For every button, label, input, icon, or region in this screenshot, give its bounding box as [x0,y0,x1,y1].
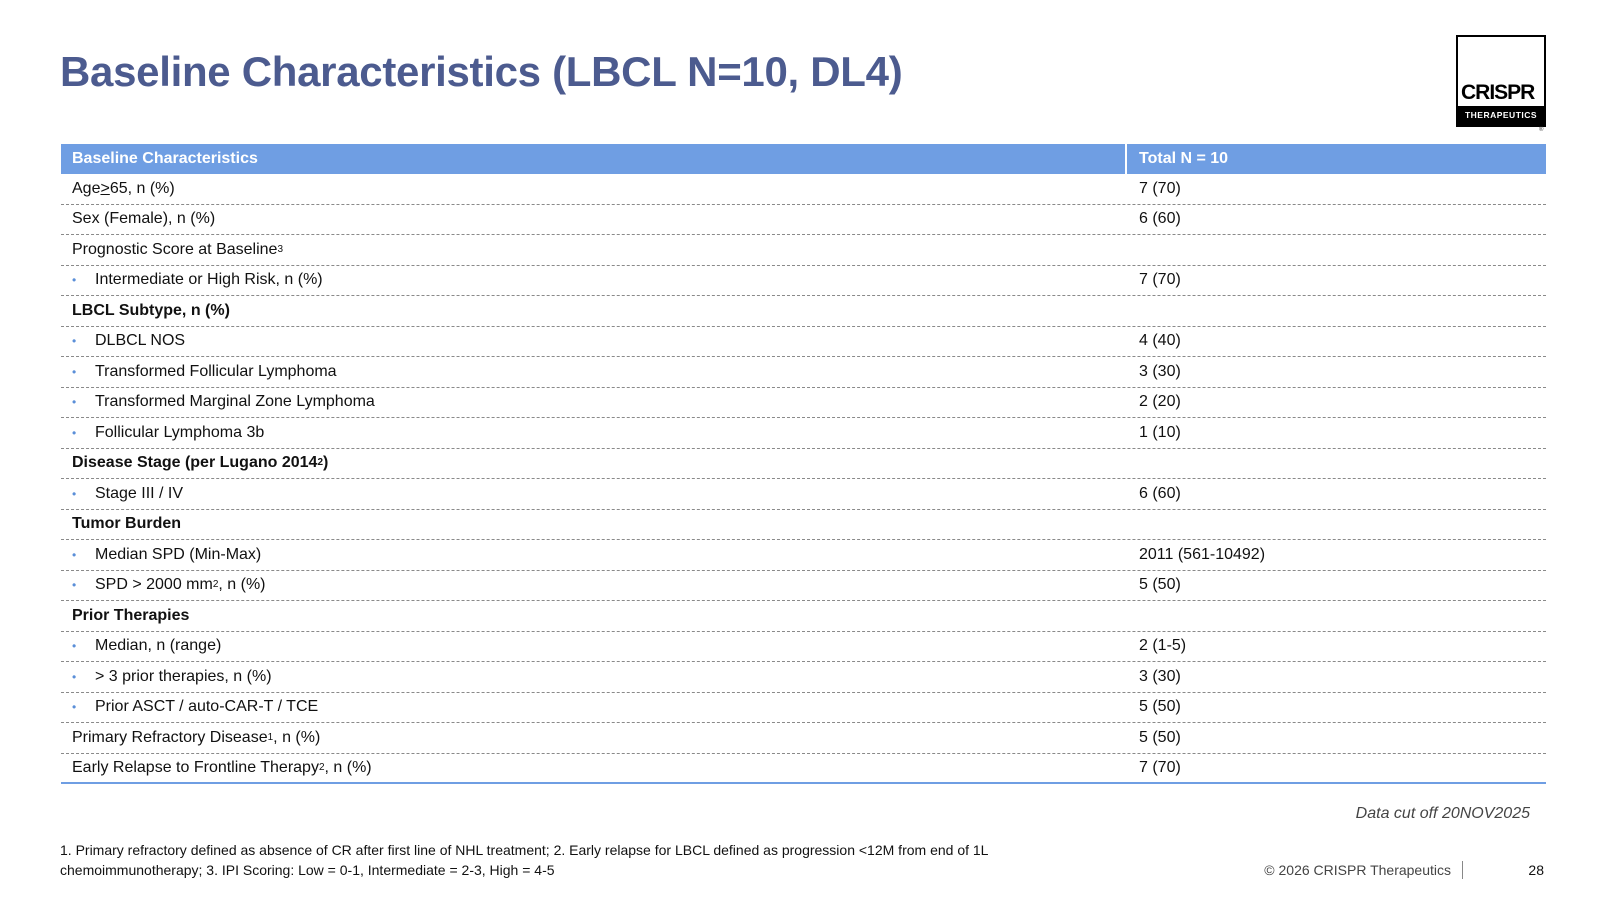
bullet-icon: • [72,425,77,440]
table-row: Tumor Burden [61,510,1546,540]
bullet-icon: • [72,547,77,562]
bullet-icon: • [72,639,77,654]
baseline-table: Baseline Characteristics Total N = 10 Ag… [61,144,1546,784]
logo-wordmark: CRISPR [1461,81,1535,104]
row-label: • Transformed Marginal Zone Lymphoma [72,393,375,411]
table-row: • Transformed Marginal Zone Lymphoma 2 (2… [61,388,1546,418]
row-label: • Median SPD (Min-Max) [72,545,262,563]
row-value: 7 (70) [1139,179,1181,197]
table-row: • Transformed Follicular Lymphoma 3 (30) [61,357,1546,388]
page-number: 28 [1528,862,1544,878]
footnote: 1. Primary refractory defined as absence… [60,842,988,878]
logo-subtitle: THERAPEUTICS [1458,106,1544,125]
data-cutoff-note: Data cut off 20NOV2025 [1355,805,1530,822]
row-value: 3 (30) [1139,362,1181,380]
table-row: Early Relapse to Frontline Therapy 2, n (… [61,754,1546,784]
table-row: • Median, n (range) 2 (1-5) [61,632,1546,662]
row-label: • Median, n (range) [72,637,222,655]
table-row: Prognostic Score at Baseline 3 [61,235,1546,266]
table-header-row: Baseline Characteristics Total N = 10 [61,144,1546,174]
table-row: • > 3 prior therapies, n (%) 3 (30) [61,662,1546,693]
row-label: • Follicular Lymphoma 3b [72,423,265,441]
row-label: Prognostic Score at Baseline 3 [72,240,284,258]
row-value: 2011 (561-10492) [1139,545,1266,563]
row-value: 3 (30) [1139,667,1181,685]
bullet-icon: • [72,395,77,410]
row-value: 6 (60) [1139,210,1181,228]
row-label: • Prior ASCT / auto-CAR-T / TCE [72,698,319,716]
table-row: Prior Therapies [61,601,1546,632]
row-label: Age > 65, n (%) [72,179,175,197]
copyright: © 2026 CRISPR Therapeutics [1264,861,1463,879]
table-row: • Stage III / IV 6 (60) [61,479,1546,510]
row-label: • Transformed Follicular Lymphoma [72,362,337,380]
header-characteristics: Baseline Characteristics [61,144,1127,174]
table-row: • SPD > 2000 mm 2, n (%) 5 (50) [61,571,1546,601]
row-value: 2 (20) [1139,393,1181,411]
section-label: Prior Therapies [72,606,190,624]
row-label: • Intermediate or High Risk, n (%) [72,271,323,289]
row-value: 5 (50) [1139,728,1181,746]
row-value: 4 (40) [1139,332,1181,350]
row-value: 6 (60) [1139,484,1181,502]
row-value: 5 (50) [1139,576,1181,594]
row-label: Early Relapse to Frontline Therapy 2, n (… [72,758,372,776]
bullet-icon: • [72,334,77,349]
table-row: • Intermediate or High Risk, n (%) 7 (70) [61,266,1546,296]
row-label: • > 3 prior therapies, n (%) [72,667,272,685]
bullet-icon: • [72,669,77,684]
table-row: LBCL Subtype, n (%) [61,296,1546,327]
table-row: • Prior ASCT / auto-CAR-T / TCE 5 (50) [61,693,1546,723]
row-label: Sex (Female), n (%) [72,210,216,228]
section-label: Tumor Burden [72,515,182,533]
section-label: LBCL Subtype, n (%) [72,301,230,319]
bullet-icon: • [72,578,77,593]
row-label: • Stage III / IV [72,484,184,502]
row-value: 7 (70) [1139,758,1181,776]
header-total: Total N = 10 [1139,150,1229,167]
row-value: 1 (10) [1139,423,1181,441]
table-row: • Follicular Lymphoma 3b 1 (10) [61,418,1546,449]
bullet-icon: • [72,700,77,715]
row-value: 7 (70) [1139,271,1181,289]
row-label: • SPD > 2000 mm 2, n (%) [72,576,266,594]
table-row: Sex (Female), n (%) 6 (60) [61,205,1546,235]
registered-mark: ® [1539,127,1544,133]
section-label: Disease Stage (per Lugano 2014 2) [72,454,329,472]
row-label: Primary Refractory Disease 1, n (%) [72,728,321,746]
row-value: 5 (50) [1139,698,1181,716]
table-row: Disease Stage (per Lugano 2014 2) [61,449,1546,479]
page-title: Baseline Characteristics (LBCL N=10, DL4… [60,48,903,95]
row-value: 2 (1-5) [1139,637,1187,655]
crispr-logo: CRISPR THERAPEUTICS [1456,35,1546,127]
bullet-icon: • [72,486,77,501]
table-row: • DLBCL NOS 4 (40) [61,327,1546,357]
bullet-icon: • [72,364,77,379]
bullet-icon: • [72,273,77,288]
table-row: Age > 65, n (%) 7 (70) [61,174,1546,205]
table-row: Primary Refractory Disease 1, n (%) 5 (50… [61,723,1546,754]
table-row: • Median SPD (Min-Max) 2011 (561-10492) [61,540,1546,571]
row-label: • DLBCL NOS [72,332,186,350]
